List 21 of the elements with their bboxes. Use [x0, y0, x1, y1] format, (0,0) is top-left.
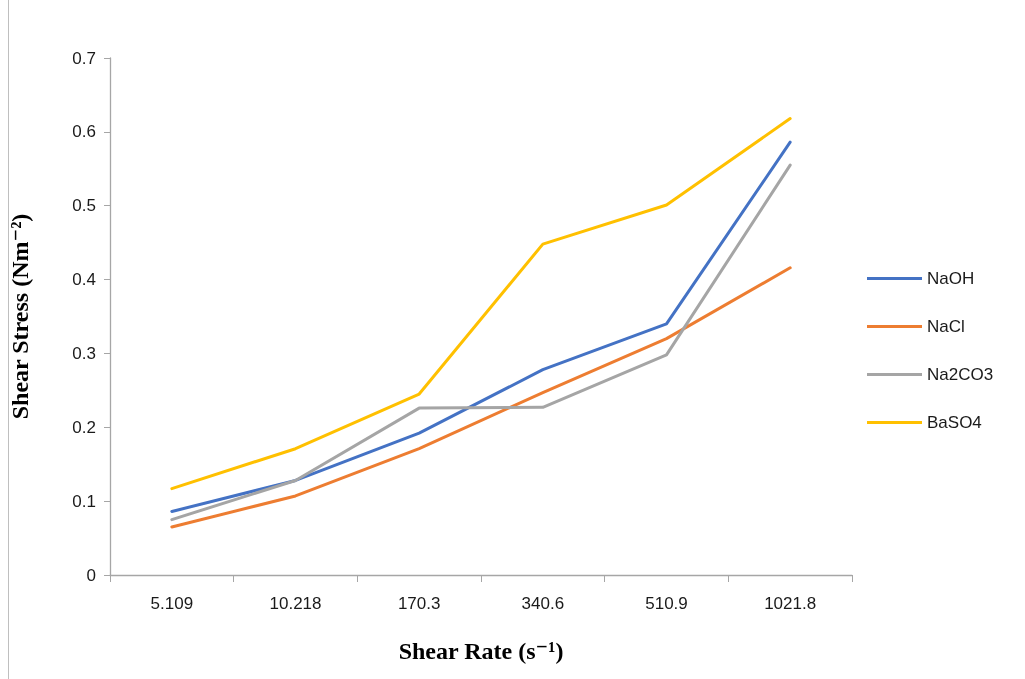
legend-label: Na2CO3 — [927, 365, 994, 384]
y-tick-label: 0.5 — [72, 196, 96, 216]
legend-label: NaCl — [927, 317, 965, 336]
y-tick-label: 0.3 — [72, 343, 96, 363]
x-tick-label: 10.218 — [269, 594, 322, 613]
x-tick-label: 510.9 — [645, 594, 688, 613]
x-tick-label: 1021.8 — [764, 594, 817, 613]
line-series — [170, 266, 792, 529]
y-tick-label: 0.2 — [72, 417, 96, 437]
y-tick-label: 0.6 — [72, 122, 96, 142]
legend-label: NaOH — [927, 269, 975, 288]
y-tick-label: 0.1 — [72, 491, 96, 511]
legend-label: BaSO4 — [927, 413, 982, 432]
x-tick-label: 170.3 — [397, 594, 441, 613]
x-tick-label: 5.109 — [150, 594, 194, 613]
y-tick-label: 0 — [86, 565, 96, 585]
y-tick-label: 0.4 — [72, 270, 96, 290]
y-tick-label: 0.7 — [72, 48, 96, 68]
x-tick-label: 340.6 — [521, 594, 565, 613]
x-axis-title: Shear Rate (s⁻¹) — [398, 638, 564, 664]
y-axis-title: Shear Stress (Nm⁻²) — [7, 213, 33, 420]
